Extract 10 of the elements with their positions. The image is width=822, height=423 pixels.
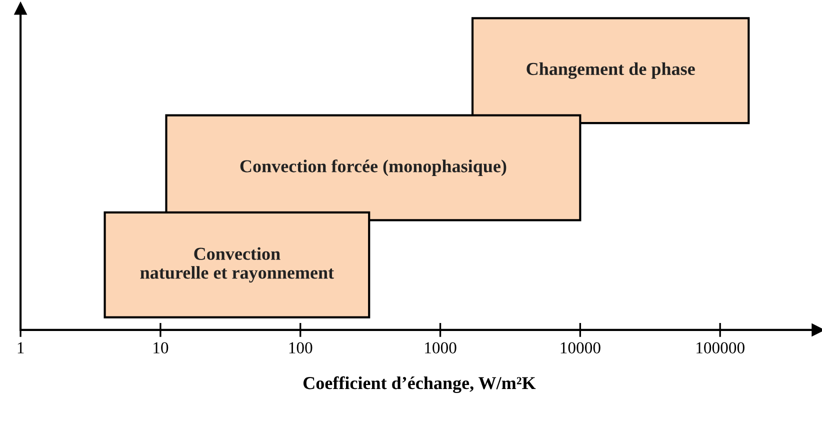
x-tick-label: 10000 [560,342,600,354]
y-tick-label: Convection naturelle et rayonnement [140,247,334,283]
x-tick-label: 1 [18,342,24,354]
x-axis-title: Coefficient d’échange, W/m²K [303,376,536,394]
x-tick-label: 100000 [696,342,744,354]
y-tick-label: Convection forcée (monophasique) [240,159,506,176]
y-tick-label: Changement de phase [526,62,695,79]
x-tick-label: 10 [154,342,168,354]
x-tick-label: 100 [289,342,312,354]
x-tick-label: 1000 [425,342,456,354]
